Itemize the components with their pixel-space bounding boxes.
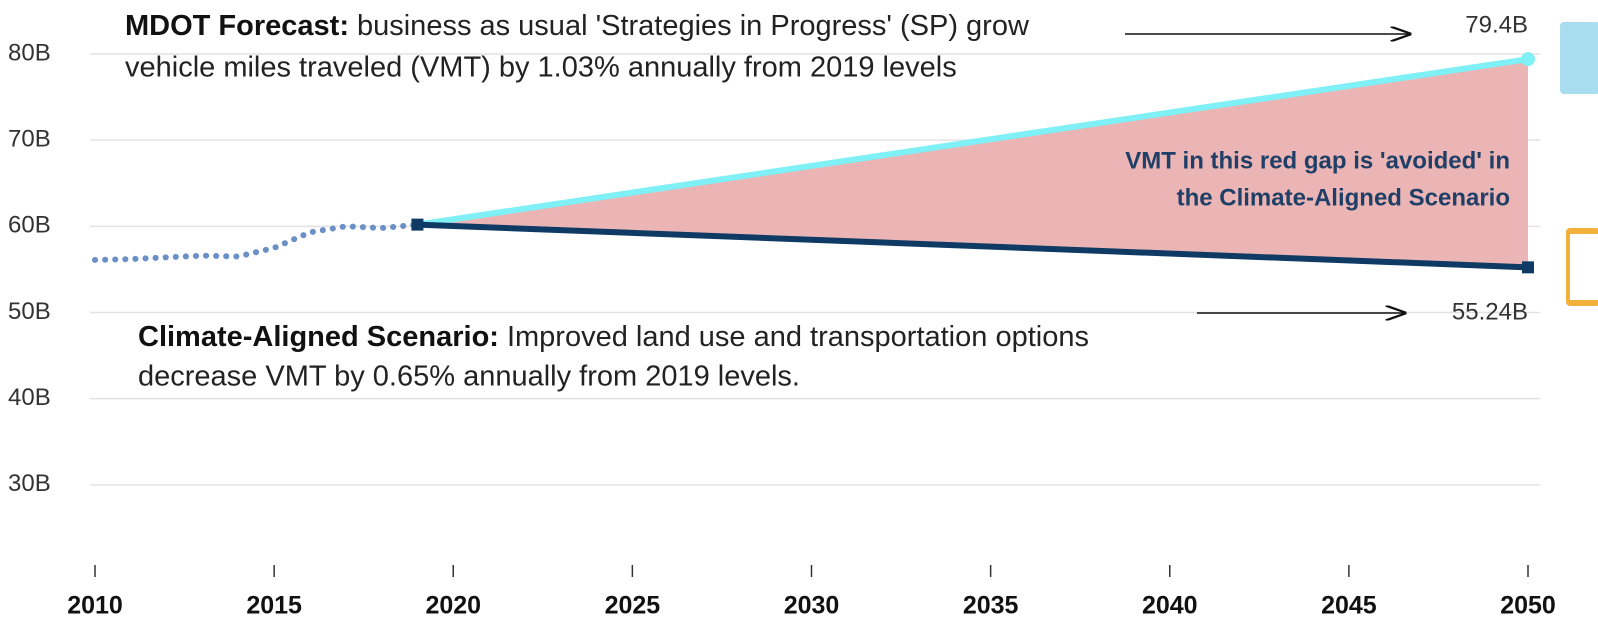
point [1522, 261, 1534, 274]
series-line [92, 221, 421, 263]
point [411, 218, 424, 231]
annotation-bold: Climate-Aligned Scenario: [138, 321, 499, 353]
x-tick-label: 2030 [784, 592, 840, 620]
y-tick-label: 80B [8, 39, 51, 66]
x-tick-label: 2045 [1321, 592, 1377, 620]
annotation: Climate-Aligned Scenario: Improved land u… [138, 321, 1089, 353]
x-tick-label: 2010 [67, 592, 123, 620]
annotation-text: Improved land use and transportation opt… [507, 321, 1089, 353]
y-tick-label: 50B [8, 298, 51, 325]
gap-area [417, 59, 1528, 268]
x-tick-label: 2015 [246, 592, 302, 620]
x-tick-label: 2025 [605, 592, 661, 620]
gap-annotation: VMT in this red gap is 'avoided' in [1125, 147, 1510, 174]
y-tick-label: 30B [8, 470, 51, 497]
annotation-text: business as usual 'Strategies in Progres… [357, 10, 1030, 42]
x-tick-label: 2035 [963, 592, 1019, 620]
series-line [417, 221, 1529, 271]
y-tick-label: 70B [8, 126, 51, 153]
y-tick-label: 60B [8, 212, 51, 239]
annotation-bold: MDOT Forecast: [125, 10, 349, 42]
value-label: 55.24B [1452, 299, 1528, 326]
value-label: 79.4B [1465, 12, 1528, 39]
annotation-text: vehicle miles traveled (VMT) by 1.03% an… [125, 52, 957, 84]
point [1521, 52, 1535, 67]
x-tick-label: 2050 [1500, 592, 1556, 620]
x-tick-label: 2040 [1142, 592, 1198, 620]
y-tick-label: 40B [8, 384, 51, 411]
series-line [416, 56, 1529, 228]
gap-annotation: the Climate-Aligned Scenario [1177, 184, 1510, 211]
legend-fragment [1560, 22, 1598, 94]
annotation-text: decrease VMT by 0.65% annually from 2019… [138, 361, 800, 393]
annotation: MDOT Forecast: business as usual 'Strateg… [125, 10, 1030, 42]
legend-fragment [1570, 234, 1598, 300]
x-tick-label: 2020 [425, 592, 481, 620]
